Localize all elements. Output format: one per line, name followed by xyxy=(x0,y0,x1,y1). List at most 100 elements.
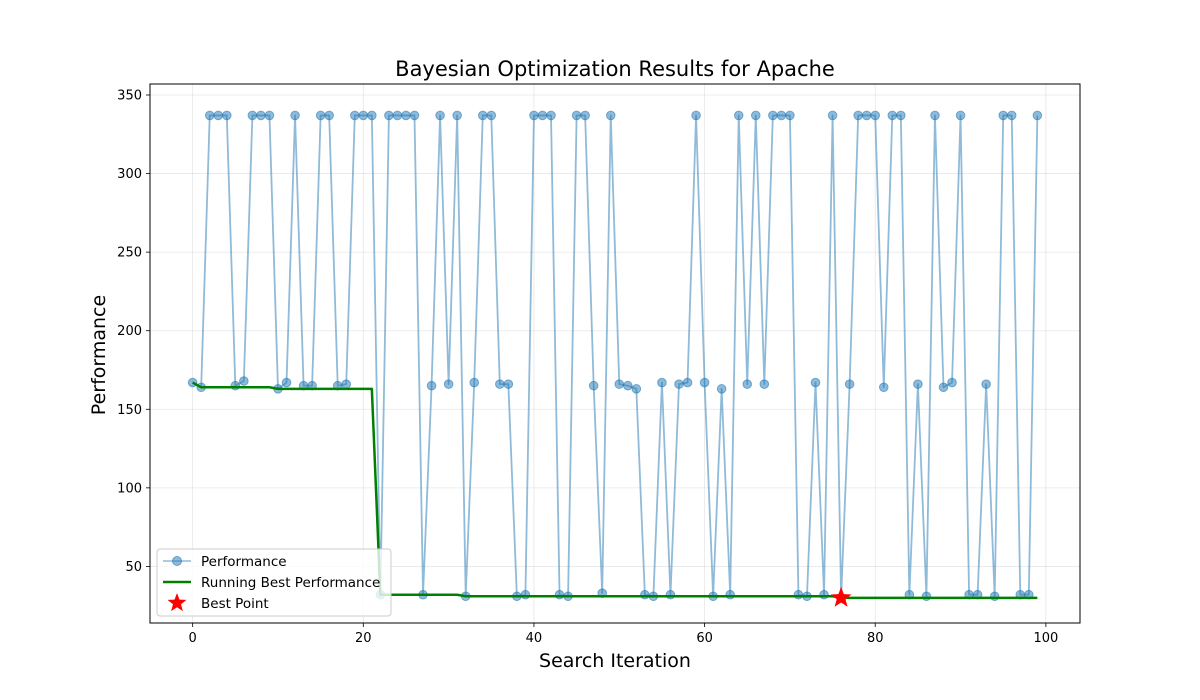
performance-point xyxy=(324,110,334,121)
performance-point xyxy=(503,379,514,389)
performance-point xyxy=(1006,110,1017,121)
performance-point xyxy=(870,110,881,121)
performance-point xyxy=(657,377,667,388)
performance-point xyxy=(554,589,565,600)
running-best-line xyxy=(192,381,1038,600)
legend-running-best-label: Running Best Performance xyxy=(201,575,380,591)
y-tick-label: 350 xyxy=(117,89,142,104)
plot-frame xyxy=(149,83,1081,624)
y-tick-label: 250 xyxy=(117,246,142,261)
performance-point xyxy=(989,591,1000,602)
chart-title: Bayesian Optimization Results for Apache xyxy=(395,57,835,81)
y-axis-ticks: 50 100 150 200 250 300 350 xyxy=(117,89,150,575)
legend-best-point-label: Best Point xyxy=(201,596,269,612)
performance-point xyxy=(947,377,957,388)
performance-point xyxy=(367,110,377,121)
performance-point xyxy=(409,110,420,121)
performance-point xyxy=(640,589,650,600)
performance-point xyxy=(358,110,369,121)
performance-point xyxy=(443,379,454,389)
performance-point xyxy=(469,377,480,388)
performance-point xyxy=(477,110,488,121)
performance-point xyxy=(878,382,889,393)
performance-point xyxy=(921,591,932,602)
y-tick-label: 200 xyxy=(117,324,142,339)
performance-point xyxy=(392,110,403,121)
performance-point xyxy=(264,110,275,121)
performance-point xyxy=(290,110,300,121)
y-axis-label: Performance xyxy=(88,295,110,415)
y-tick-label: 100 xyxy=(117,481,142,496)
performance-point xyxy=(887,110,898,121)
performance-point xyxy=(691,110,701,121)
performance-point xyxy=(827,110,838,121)
legend-performance-marker xyxy=(172,556,182,566)
performance-point xyxy=(853,110,863,121)
performance-point xyxy=(341,379,352,389)
performance-point xyxy=(665,589,676,600)
performance-point xyxy=(998,110,1009,121)
performance-point xyxy=(742,379,753,389)
performance-point xyxy=(955,110,966,121)
performance-point xyxy=(247,110,258,121)
y-tick-label: 50 xyxy=(125,560,142,575)
performance-point xyxy=(256,110,266,121)
y-tick-label: 150 xyxy=(117,403,142,418)
performance-point xyxy=(435,110,445,121)
performance-point xyxy=(384,110,394,121)
performance-point xyxy=(614,379,625,389)
x-axis-ticks: 0 20 40 60 80 100 xyxy=(189,623,1058,646)
performance-point xyxy=(213,110,224,121)
x-tick-label: 100 xyxy=(1033,631,1058,646)
performance-point xyxy=(938,382,949,393)
performance-point xyxy=(810,377,821,388)
legend-performance-label: Performance xyxy=(201,554,287,570)
performance-point xyxy=(281,377,292,388)
performance-point xyxy=(793,589,804,600)
performance-point xyxy=(682,377,693,388)
legend-best-point-marker xyxy=(167,593,187,612)
performance-point xyxy=(580,110,590,121)
performance-point xyxy=(759,379,770,389)
x-tick-label: 60 xyxy=(696,631,713,646)
performance-point xyxy=(631,384,642,394)
performance-series xyxy=(187,110,1043,603)
performance-point xyxy=(785,110,795,121)
y-tick-label: 300 xyxy=(117,167,142,182)
performance-point xyxy=(315,110,326,121)
performance-point xyxy=(716,384,727,394)
x-axis-label: Search Iteration xyxy=(539,650,691,672)
x-tick-label: 20 xyxy=(355,631,372,646)
performance-point xyxy=(981,379,991,389)
performance-point xyxy=(819,589,829,600)
performance-point xyxy=(495,379,505,389)
performance-point xyxy=(239,376,249,386)
performance-point xyxy=(750,110,761,121)
performance-point xyxy=(844,379,855,389)
performance-point xyxy=(674,379,684,389)
performance-point xyxy=(529,110,539,121)
performance-point xyxy=(486,110,497,121)
performance-point xyxy=(537,110,548,121)
performance-point xyxy=(930,110,940,121)
performance-point xyxy=(1032,110,1043,121)
performance-point xyxy=(230,380,241,391)
performance-point xyxy=(452,110,462,121)
performance-point xyxy=(725,589,735,600)
x-tick-label: 80 xyxy=(867,631,884,646)
best-point-series xyxy=(830,586,852,607)
performance-point xyxy=(896,110,906,121)
performance-point xyxy=(776,110,787,121)
performance-point xyxy=(913,379,923,389)
best-point-star xyxy=(830,586,852,607)
performance-point xyxy=(401,110,411,121)
running-best-series xyxy=(192,381,1038,600)
performance-point xyxy=(588,380,599,391)
performance-point xyxy=(622,380,633,391)
performance-point xyxy=(349,110,360,121)
performance-point xyxy=(520,589,531,600)
performance-point xyxy=(768,110,778,121)
performance-point xyxy=(861,110,872,121)
performance-point xyxy=(204,110,215,121)
